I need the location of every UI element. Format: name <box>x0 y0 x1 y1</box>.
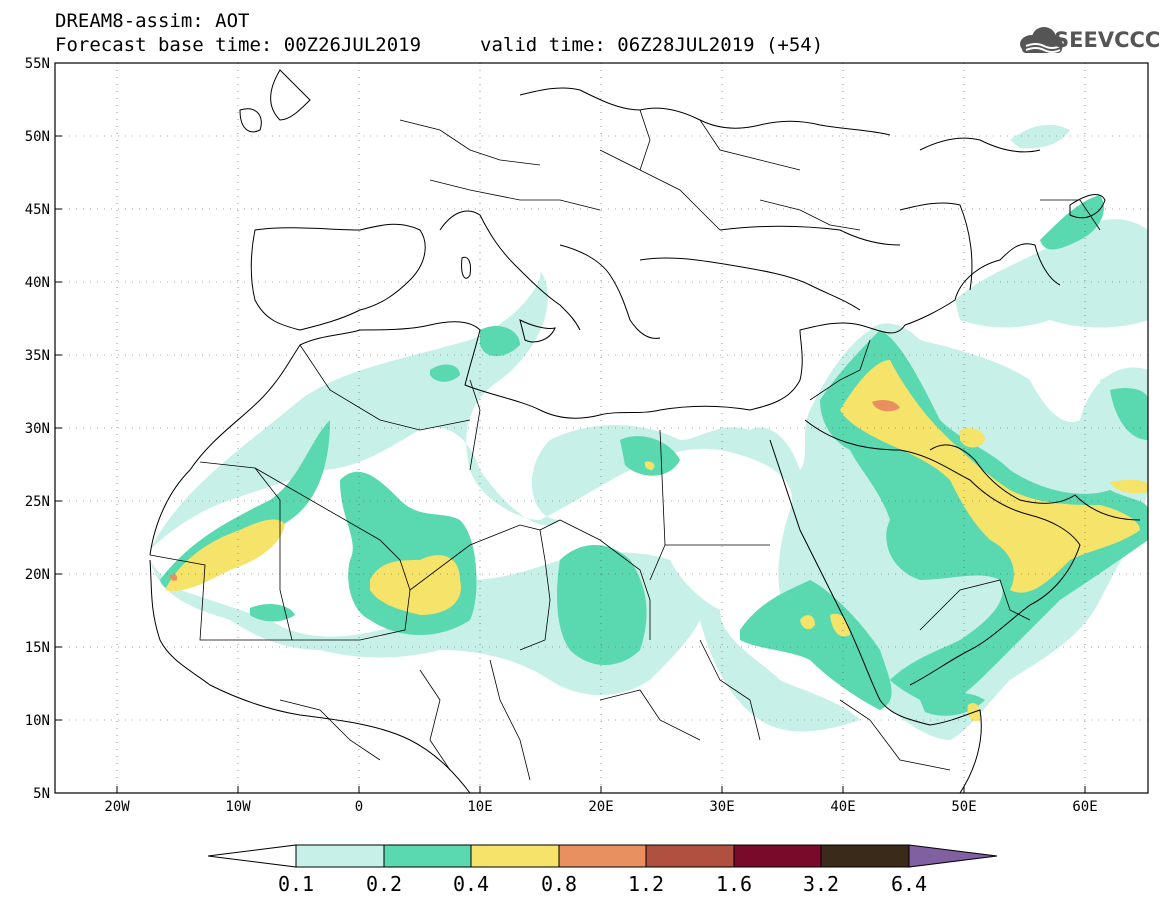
colorbar-label: 0.2 <box>365 872 403 896</box>
lat-label: 10N <box>25 713 50 729</box>
lat-label: 45N <box>25 202 50 218</box>
colorbar-label: 6.4 <box>890 872 928 896</box>
lon-label: 10E <box>467 799 492 815</box>
colorbar-swatch <box>645 844 735 868</box>
colorbar-over <box>908 844 998 868</box>
colorbar-swatch <box>383 844 472 868</box>
lat-lon-grid <box>55 63 1148 793</box>
lon-label: 50E <box>951 799 976 815</box>
lat-label: 40N <box>25 275 50 291</box>
lat-label: 55N <box>25 56 50 72</box>
lon-label: 40E <box>830 799 855 815</box>
coastlines <box>149 69 1141 793</box>
valid-time: valid time: 06Z28JUL2019 (+54) <box>480 34 824 56</box>
colorbar-swatch <box>558 844 647 868</box>
forecast-base-time: Forecast base time: 00Z26JUL2019 <box>55 34 422 56</box>
lon-label: 20W <box>104 799 130 815</box>
lon-label: 0 <box>355 799 363 815</box>
aot-level-3 <box>165 360 1148 722</box>
colorbar-swatch <box>820 844 910 868</box>
lat-label: 15N <box>25 640 50 656</box>
lat-label: 35N <box>25 348 50 364</box>
cloud-icon <box>1020 27 1063 53</box>
lat-label: 20N <box>25 567 50 583</box>
logo-text: SEEVCCC <box>1054 28 1161 52</box>
aot-level-4 <box>170 400 900 581</box>
lon-label: 20E <box>588 799 613 815</box>
lat-label: 25N <box>25 494 50 510</box>
map-title: DREAM8-assim: AOT <box>55 10 250 32</box>
colorbar-swatch <box>295 844 385 868</box>
lat-label: 30N <box>25 421 50 437</box>
colorbar-label: 3.2 <box>802 872 840 896</box>
colorbar-swatch <box>470 844 560 868</box>
colorbar-label: 0.8 <box>540 872 578 896</box>
colorbar-label: 1.2 <box>627 872 665 896</box>
lon-label: 10W <box>225 799 251 815</box>
lat-label: 5N <box>33 786 50 802</box>
lat-label: 50N <box>25 129 50 145</box>
colorbar-label: 0.1 <box>277 872 315 896</box>
lon-label: 60E <box>1072 799 1097 815</box>
colorbar-label: 1.6 <box>715 872 753 896</box>
colorbar-label: 0.4 <box>452 872 490 896</box>
lon-label: 30E <box>709 799 734 815</box>
colorbar-under <box>207 844 297 868</box>
colorbar-swatch <box>733 844 822 868</box>
